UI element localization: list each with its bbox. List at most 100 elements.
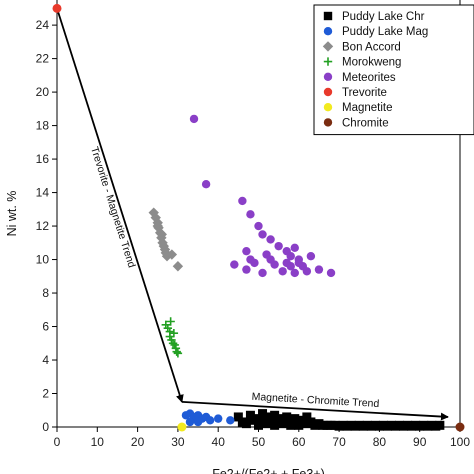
point-puddy-lake-mag — [193, 417, 203, 427]
series-puddy-lake-mag — [181, 409, 235, 427]
point-puddy-lake-chr — [435, 420, 445, 430]
y-tick-label: 16 — [36, 152, 50, 166]
point-chromite — [455, 422, 465, 432]
point-meteorites — [242, 265, 251, 274]
x-tick-label: 10 — [91, 435, 105, 449]
legend-marker-meteorites — [323, 72, 333, 82]
legend-label-trevorite: Trevorite — [342, 87, 387, 99]
point-meteorites — [258, 230, 267, 239]
point-meteorites — [238, 196, 247, 206]
y-tick-label: 14 — [36, 186, 50, 200]
point-morokweng — [173, 349, 183, 358]
point-morokweng — [169, 329, 179, 338]
point-morokweng — [166, 317, 175, 326]
x-tick-label: 70 — [332, 435, 346, 449]
point-meteorites — [250, 258, 259, 268]
x-tick-label: 60 — [292, 435, 306, 449]
point-puddy-lake-chr — [245, 410, 255, 420]
point-meteorites — [258, 268, 267, 278]
point-bon-accord — [156, 229, 167, 240]
legend-marker-chromite — [323, 118, 333, 127]
point-magnetite — [177, 422, 187, 432]
series-trevorite — [52, 3, 62, 13]
point-puddy-lake-mag — [214, 414, 223, 423]
point-meteorites — [274, 241, 283, 251]
point-puddy-lake-chr — [302, 412, 312, 422]
y-tick-label: 24 — [36, 18, 50, 32]
legend: Puddy Lake Chr Puddy Lake Mag Bon Accord Mo… — [313, 4, 474, 136]
x-tick-label: 30 — [171, 435, 185, 449]
x-tick-label: 20 — [131, 435, 145, 449]
legend-marker-morokweng — [323, 57, 333, 66]
point-meteorites — [302, 267, 312, 276]
point-puddy-lake-mag — [226, 416, 235, 425]
y-tick-label: 12 — [36, 219, 50, 233]
legend-label-bon-accord: Bon Accord — [342, 41, 401, 53]
point-puddy-lake-chr — [241, 419, 251, 429]
y-tick-label: 0 — [42, 420, 49, 434]
point-meteorites — [246, 210, 255, 219]
point-puddy-lake-chr — [233, 412, 243, 422]
legend-label-morokweng: Morokweng — [342, 57, 401, 69]
point-bon-accord — [172, 261, 184, 272]
point-puddy-lake-chr — [278, 419, 288, 429]
point-meteorites — [230, 260, 239, 269]
series-bon-accord — [148, 207, 184, 272]
point-puddy-lake-chr — [282, 412, 292, 422]
series-chromite — [455, 422, 465, 432]
point-meteorites — [242, 246, 251, 256]
y-axis-label: Ni wt. % — [5, 191, 19, 237]
point-meteorites — [189, 114, 199, 124]
legend-label-puddy-lake-mag: Puddy Lake Mag — [342, 26, 428, 38]
point-puddy-lake-mag — [185, 417, 195, 427]
point-meteorites — [286, 262, 295, 271]
trend-arrow-1 — [56, 8, 184, 403]
x-tick-label: 90 — [413, 435, 427, 449]
y-tick-label: 6 — [42, 320, 49, 334]
point-puddy-lake-chr — [266, 415, 276, 425]
point-bon-accord — [166, 249, 178, 260]
point-meteorites — [326, 268, 336, 278]
points-layer — [52, 3, 465, 432]
legend-box — [313, 4, 474, 136]
y-tick-label: 20 — [36, 85, 50, 99]
series-meteorites — [189, 114, 336, 278]
legend-marker-magnetite — [323, 103, 333, 112]
point-meteorites — [254, 221, 263, 231]
x-tick-label: 40 — [212, 435, 226, 449]
legend-marker-bon-accord — [322, 41, 334, 52]
y-tick-label: 22 — [36, 52, 50, 66]
legend-label-chromite: Chromite — [342, 117, 389, 129]
x-tick-label: 50 — [252, 435, 266, 449]
legend-label-puddy-lake-chr: Puddy Lake Chr — [342, 11, 425, 23]
point-bon-accord — [152, 220, 163, 232]
point-puddy-lake-mag — [205, 416, 215, 425]
y-tick-label: 2 — [42, 387, 49, 401]
legend-marker-puddy-lake-mag — [323, 27, 333, 36]
point-meteorites — [278, 267, 287, 276]
point-meteorites — [266, 235, 275, 244]
point-puddy-lake-chr — [270, 410, 280, 420]
y-tick-label: 8 — [42, 286, 49, 300]
x-tick-label: 0 — [54, 435, 61, 449]
legend-marker-puddy-lake-chr — [323, 11, 333, 21]
point-meteorites — [294, 258, 303, 268]
legend-marker-trevorite — [323, 87, 333, 97]
point-meteorites — [266, 255, 275, 264]
trend-arrow-2 — [181, 400, 449, 421]
series-magnetite — [177, 422, 187, 432]
point-meteorites — [314, 265, 324, 274]
series-morokweng — [161, 317, 183, 358]
x-tick-label: 100 — [450, 435, 470, 449]
point-meteorites — [201, 179, 211, 189]
y-tick-label: 4 — [42, 353, 49, 367]
series-puddy-lake-chr — [233, 409, 445, 431]
point-morokweng — [172, 347, 181, 356]
point-meteorites — [306, 252, 316, 261]
legend-label-meteorites: Meteorites — [342, 72, 396, 84]
x-axis-label: Fe2+/(Fe2+ + Fe3+) — [212, 467, 325, 474]
point-puddy-lake-chr — [286, 420, 296, 430]
point-meteorites — [290, 243, 299, 253]
